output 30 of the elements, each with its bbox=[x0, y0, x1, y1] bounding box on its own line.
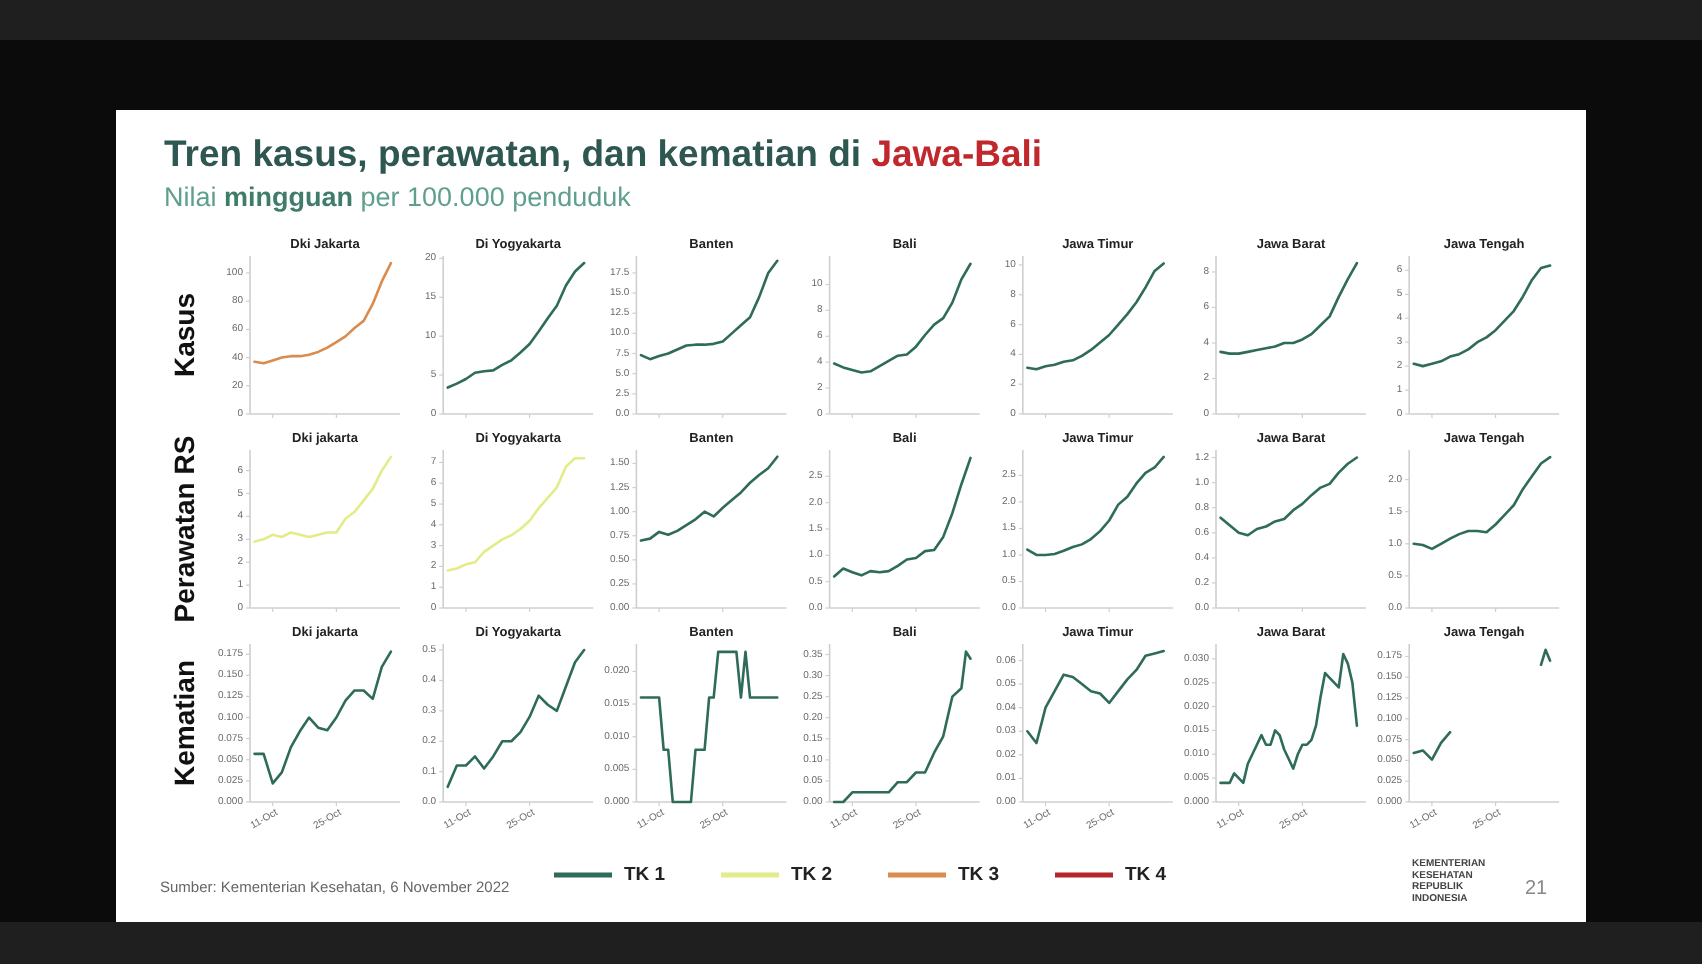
legend-label: TK 1 bbox=[624, 864, 667, 886]
legend-label: TK 4 bbox=[1125, 864, 1168, 886]
legend-label: TK 3 bbox=[958, 864, 1000, 886]
line-series bbox=[253, 650, 393, 785]
line-series bbox=[446, 457, 586, 572]
line-series bbox=[1219, 261, 1359, 355]
line-series bbox=[253, 455, 393, 543]
line-series bbox=[639, 259, 779, 361]
text: 21 bbox=[1524, 878, 1548, 900]
line-series bbox=[1412, 455, 1552, 551]
line-series bbox=[446, 261, 586, 389]
line-series bbox=[1026, 455, 1166, 557]
y-axis-title: Kematian bbox=[168, 659, 200, 787]
line-series bbox=[446, 648, 586, 789]
legend-label: TK 2 bbox=[791, 864, 833, 886]
text: Nilai mingguan per 100.000 penduduk bbox=[164, 182, 632, 212]
line-series bbox=[1026, 649, 1166, 745]
line-series bbox=[832, 650, 972, 804]
line-series bbox=[639, 455, 779, 542]
text: Tren kasus, perawatan, dan kematian di Jawa-Bali bbox=[164, 132, 1043, 174]
line-series bbox=[253, 261, 393, 365]
line-series bbox=[1412, 264, 1552, 368]
line-series bbox=[1219, 652, 1359, 785]
line-series bbox=[832, 262, 972, 374]
line-series bbox=[1219, 456, 1359, 537]
line-series bbox=[639, 650, 779, 804]
y-axis-title: Kasus bbox=[168, 292, 200, 378]
y-axis-title: Perawatan RS bbox=[168, 435, 200, 623]
line-series bbox=[1026, 262, 1166, 371]
line-series bbox=[832, 456, 972, 578]
